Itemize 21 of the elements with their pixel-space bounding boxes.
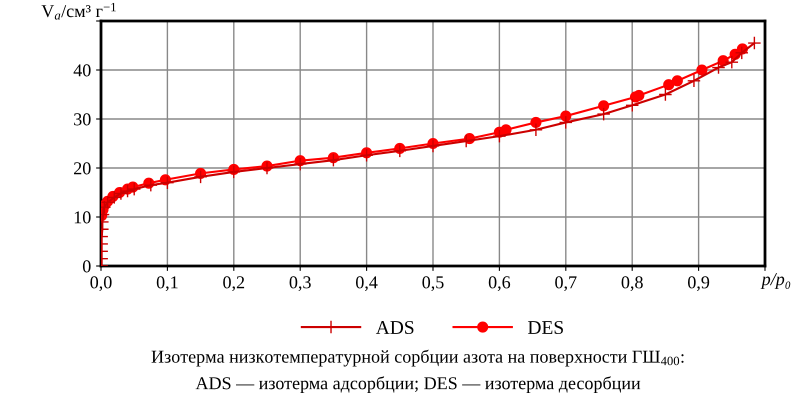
y-tick-label: 0	[82, 260, 91, 272]
x-tick-label: 0,7	[555, 276, 577, 292]
y-tick-label: 10	[74, 211, 91, 224]
legend-label: DES	[528, 320, 563, 334]
text: Изотерма низкотемпературной сорбции азота на поверхности ГШ$_{400}$:	[152, 350, 684, 366]
y-tick-label: 20	[74, 162, 91, 174]
x-tick-label: 0,5	[422, 276, 444, 292]
y-axis-title: V$_{a}$/см³ г$^{−1}$	[41, 2, 116, 20]
x-tick-label: 0,0	[90, 276, 112, 292]
x-tick-label: 0,1	[156, 276, 178, 292]
x-tick-label: 0,6	[488, 276, 510, 292]
x-axis-title: p/p₀	[760, 273, 790, 289]
x-tick-label: 0,9	[688, 276, 710, 292]
x-tick-label: 0,3	[290, 276, 311, 292]
x-tick-label: 0,4	[356, 276, 378, 292]
text: ADS — изотерма адсорбции; DES — изотерма десорбции	[196, 376, 640, 393]
y-tick-label: 30	[74, 113, 91, 126]
y-tick-label: 40	[74, 64, 91, 76]
x-tick-label: 0,2	[223, 276, 244, 292]
legend-label: ADS	[376, 320, 414, 334]
x-tick-label: 0,8	[622, 276, 643, 292]
